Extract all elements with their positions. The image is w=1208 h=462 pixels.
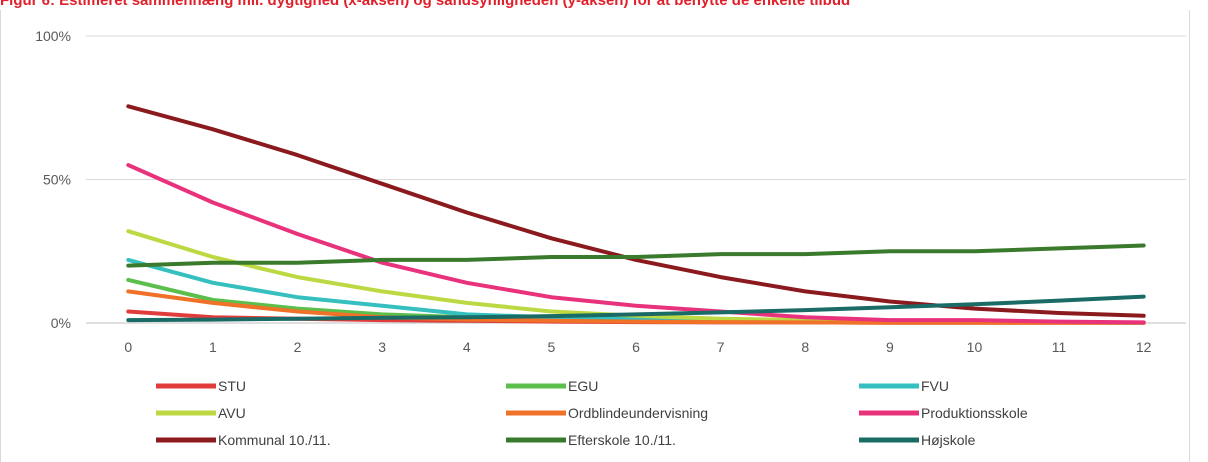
chart-title: Figur 6: Estimeret sammenhæng mll. dygti… — [0, 0, 851, 9]
legend-label-6: Kommunal 10./11. — [218, 432, 331, 448]
x-tick-label: 6 — [632, 339, 640, 355]
legend-label-2: FVU — [921, 378, 949, 394]
chart-frame: 0% 50% 100% 0 1 2 3 4 5 6 7 8 9 10 11 12 STU EGU FVU AVU O… — [0, 10, 1190, 462]
legend-label-5: Produktionsskole — [921, 405, 1028, 421]
x-tick-label: 12 — [1136, 339, 1152, 355]
x-tick-label: 1 — [209, 339, 217, 355]
legend-label-3: AVU — [218, 405, 246, 421]
x-tick-label: 10 — [967, 339, 983, 355]
legend-label-7: Efterskole 10./11. — [568, 432, 676, 448]
x-tick-label: 0 — [124, 339, 132, 355]
x-tick-label: 5 — [547, 339, 555, 355]
series-line-7 — [126, 243, 1146, 268]
x-tick-label: 8 — [801, 339, 809, 355]
legend: STU EGU FVU AVU Ordblindeundervisning Produkt… — [156, 378, 1028, 448]
y-tick-label: 50% — [43, 172, 71, 188]
legend-label-8: Højskole — [921, 432, 976, 448]
series-line-6 — [126, 104, 1146, 318]
series-lines — [126, 104, 1146, 325]
x-tick-label: 11 — [1052, 339, 1067, 355]
legend-label-1: EGU — [568, 378, 598, 394]
x-tick-label: 2 — [294, 339, 302, 355]
x-tick-label: 9 — [886, 339, 894, 355]
y-axis-ticks: 0% 50% 100% — [35, 28, 71, 331]
y-tick-label: 100% — [35, 28, 71, 44]
x-tick-label: 7 — [717, 339, 725, 355]
x-tick-label: 4 — [463, 339, 471, 355]
series-line-8 — [126, 294, 1146, 323]
x-axis-ticks: 0 1 2 3 4 5 6 7 8 9 10 11 12 — [124, 339, 1151, 355]
series-line-5 — [126, 163, 1146, 325]
y-tick-label: 0% — [51, 315, 71, 331]
x-tick-label: 3 — [378, 339, 386, 355]
legend-label-4: Ordblindeundervisning — [568, 405, 708, 421]
series-line-4 — [126, 289, 1146, 325]
legend-label-0: STU — [218, 378, 246, 394]
gridlines — [86, 35, 1186, 324]
